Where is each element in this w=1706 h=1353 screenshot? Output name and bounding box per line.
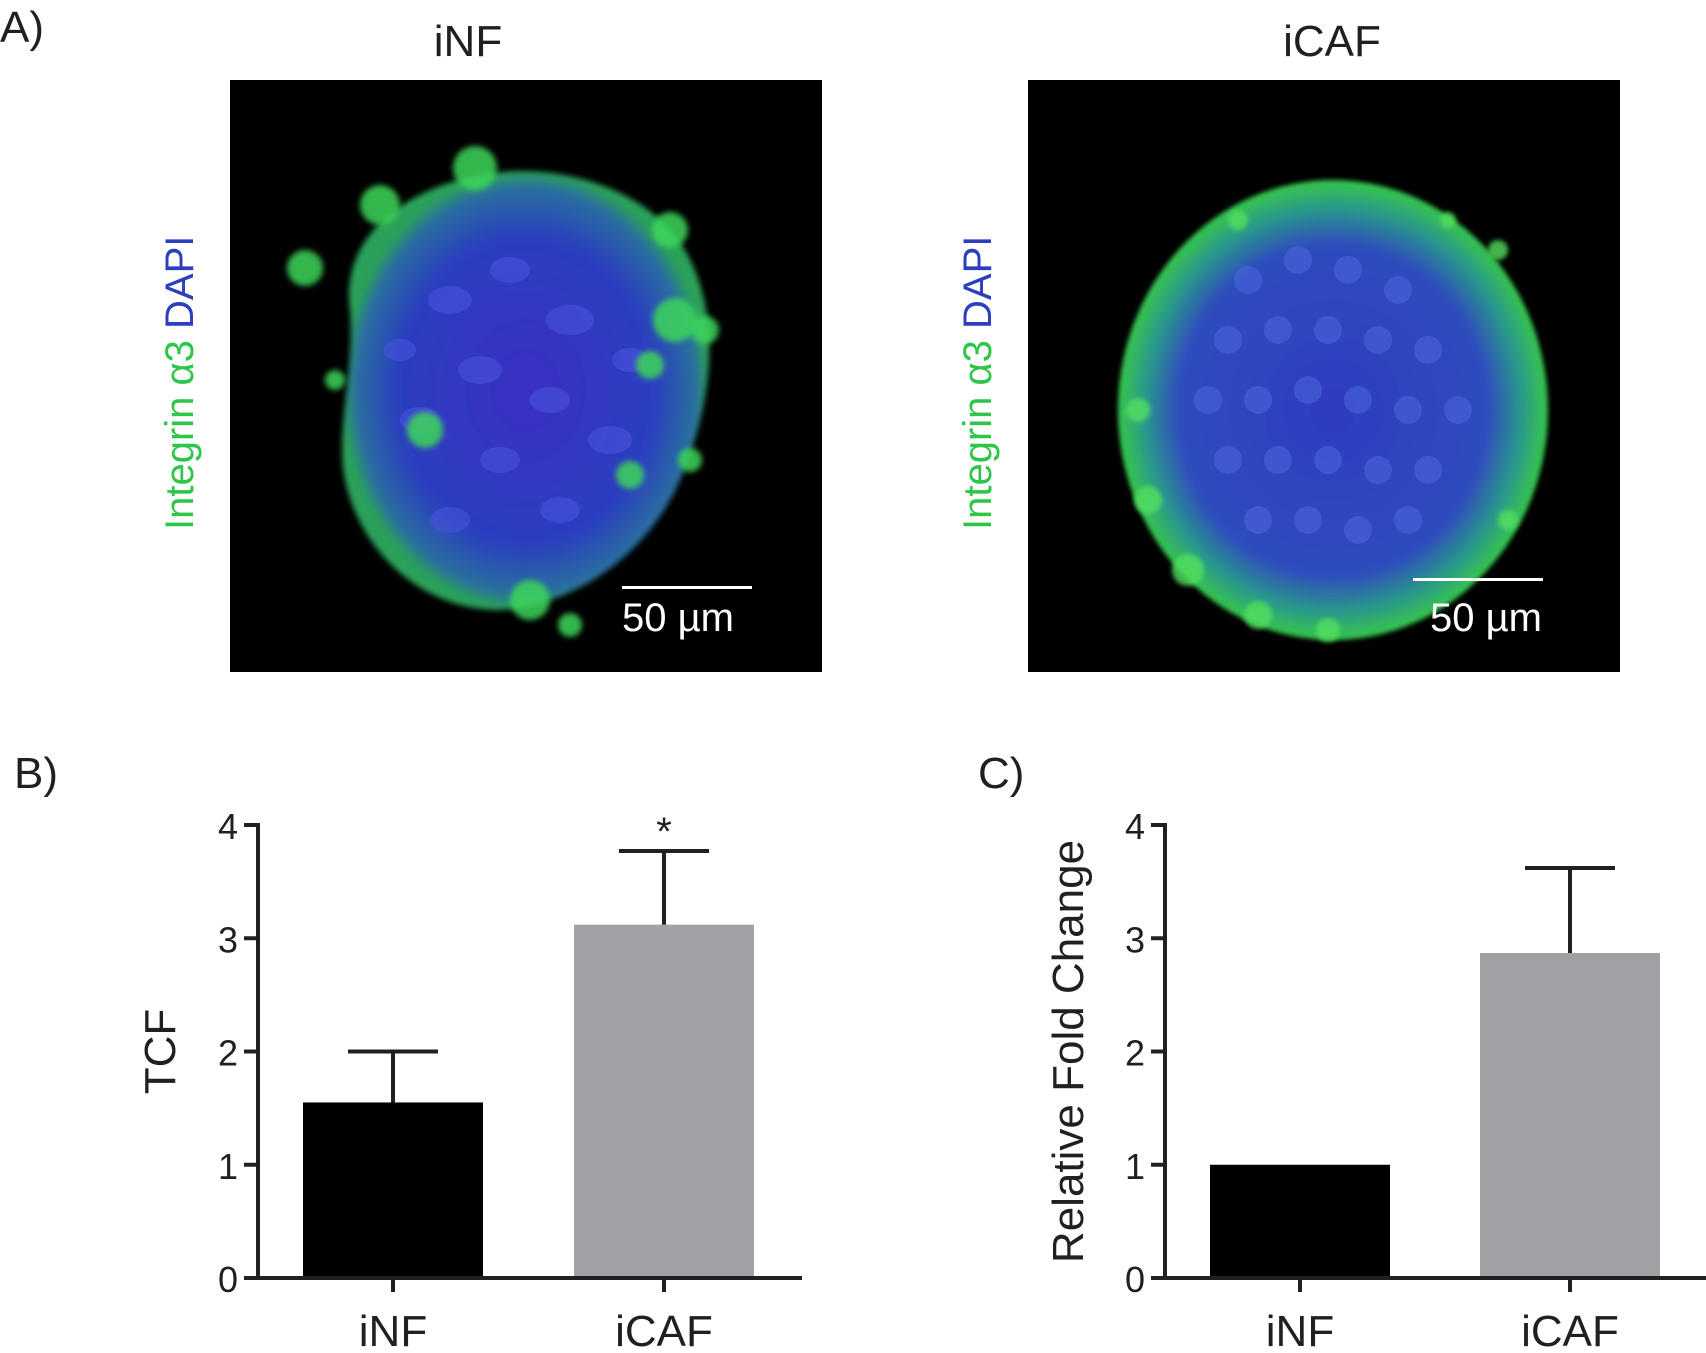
chart-b-y-axis-label: TCF	[136, 1009, 185, 1095]
scale-bar	[1413, 578, 1543, 581]
chart-b-xtick-label-iCAF: iCAF	[615, 1307, 713, 1353]
scale-label-inf: 50 µm	[622, 596, 734, 640]
micrograph-icaf	[1028, 80, 1620, 672]
micrograph-inf	[230, 80, 822, 672]
scale-bar	[622, 586, 752, 589]
chart-b-ytick-label-0: 0	[218, 1259, 238, 1300]
panel-label-a: A)	[0, 3, 44, 52]
chart-b-ytick-label-2: 2	[218, 1033, 238, 1074]
spheroid-inf-graphic	[287, 146, 752, 637]
image-title-icaf: iCAF	[1283, 17, 1381, 66]
chart-b-ytick-label-3: 3	[218, 919, 238, 960]
spheroid-icaf-graphic	[1118, 180, 1548, 642]
chart-b-significance-iCAF: *	[656, 810, 672, 854]
panel-label-b: B)	[14, 749, 58, 798]
chart-b-xtick-label-iNF: iNF	[359, 1307, 427, 1353]
image-title-inf: iNF	[433, 17, 503, 66]
scale-label-icaf: 50 µm	[1430, 596, 1542, 640]
chart-b-bar-iCAF	[574, 924, 754, 1278]
chart-b-ytick-label-1: 1	[218, 1146, 238, 1187]
panel-label-c: C)	[978, 749, 1025, 798]
chart-b-ytick-label-4: 4	[218, 806, 238, 847]
chart-b-bar-iNF	[303, 1102, 483, 1278]
